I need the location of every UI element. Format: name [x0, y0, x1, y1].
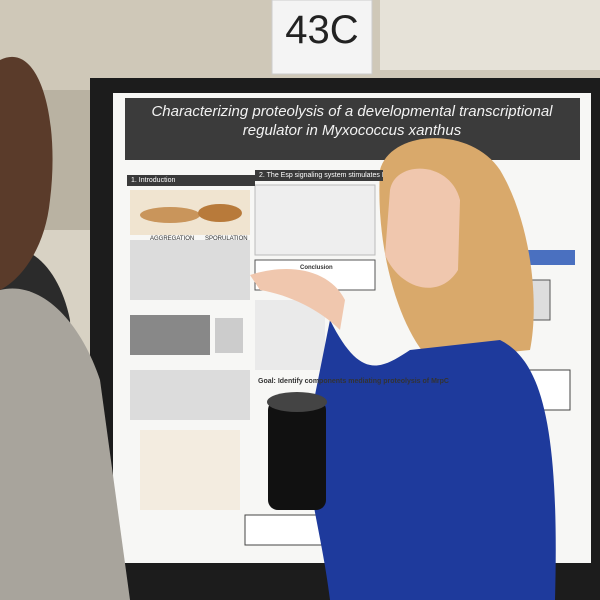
- poster-title: Characterizing proteolysis of a developm…: [151, 103, 553, 139]
- text-block: [130, 370, 250, 420]
- section-heading: 2. The Esp signaling system stimulates M…: [255, 170, 383, 181]
- section-heading: 1. Introduction: [127, 175, 255, 186]
- title-banner: [125, 98, 580, 160]
- man-head: [0, 56, 53, 291]
- table: [255, 300, 325, 370]
- sign-label: 43C: [285, 8, 359, 52]
- figure-shape: [198, 204, 242, 222]
- plaid-shirt: [0, 288, 130, 600]
- tumbler: [268, 400, 326, 510]
- figure-shape: [140, 207, 200, 223]
- figure-label: AGGREGATION: [150, 236, 195, 242]
- woman-hand: [250, 268, 345, 330]
- diagram: [140, 430, 240, 510]
- figure-label: SPORULATION: [205, 236, 248, 242]
- woman-top: [307, 320, 556, 600]
- section-heading: Goal: Identify components mediating prot…: [258, 378, 449, 385]
- graph: [254, 184, 376, 256]
- section-heading: Conclusion: [300, 265, 333, 271]
- booth-sign: [271, 0, 373, 75]
- blot-figure: [215, 318, 243, 353]
- woman-face: [385, 168, 460, 288]
- text-block: [130, 240, 250, 300]
- blot-figure: [130, 315, 210, 355]
- tumbler-lid: [267, 392, 327, 412]
- ceiling-truss: [380, 0, 600, 70]
